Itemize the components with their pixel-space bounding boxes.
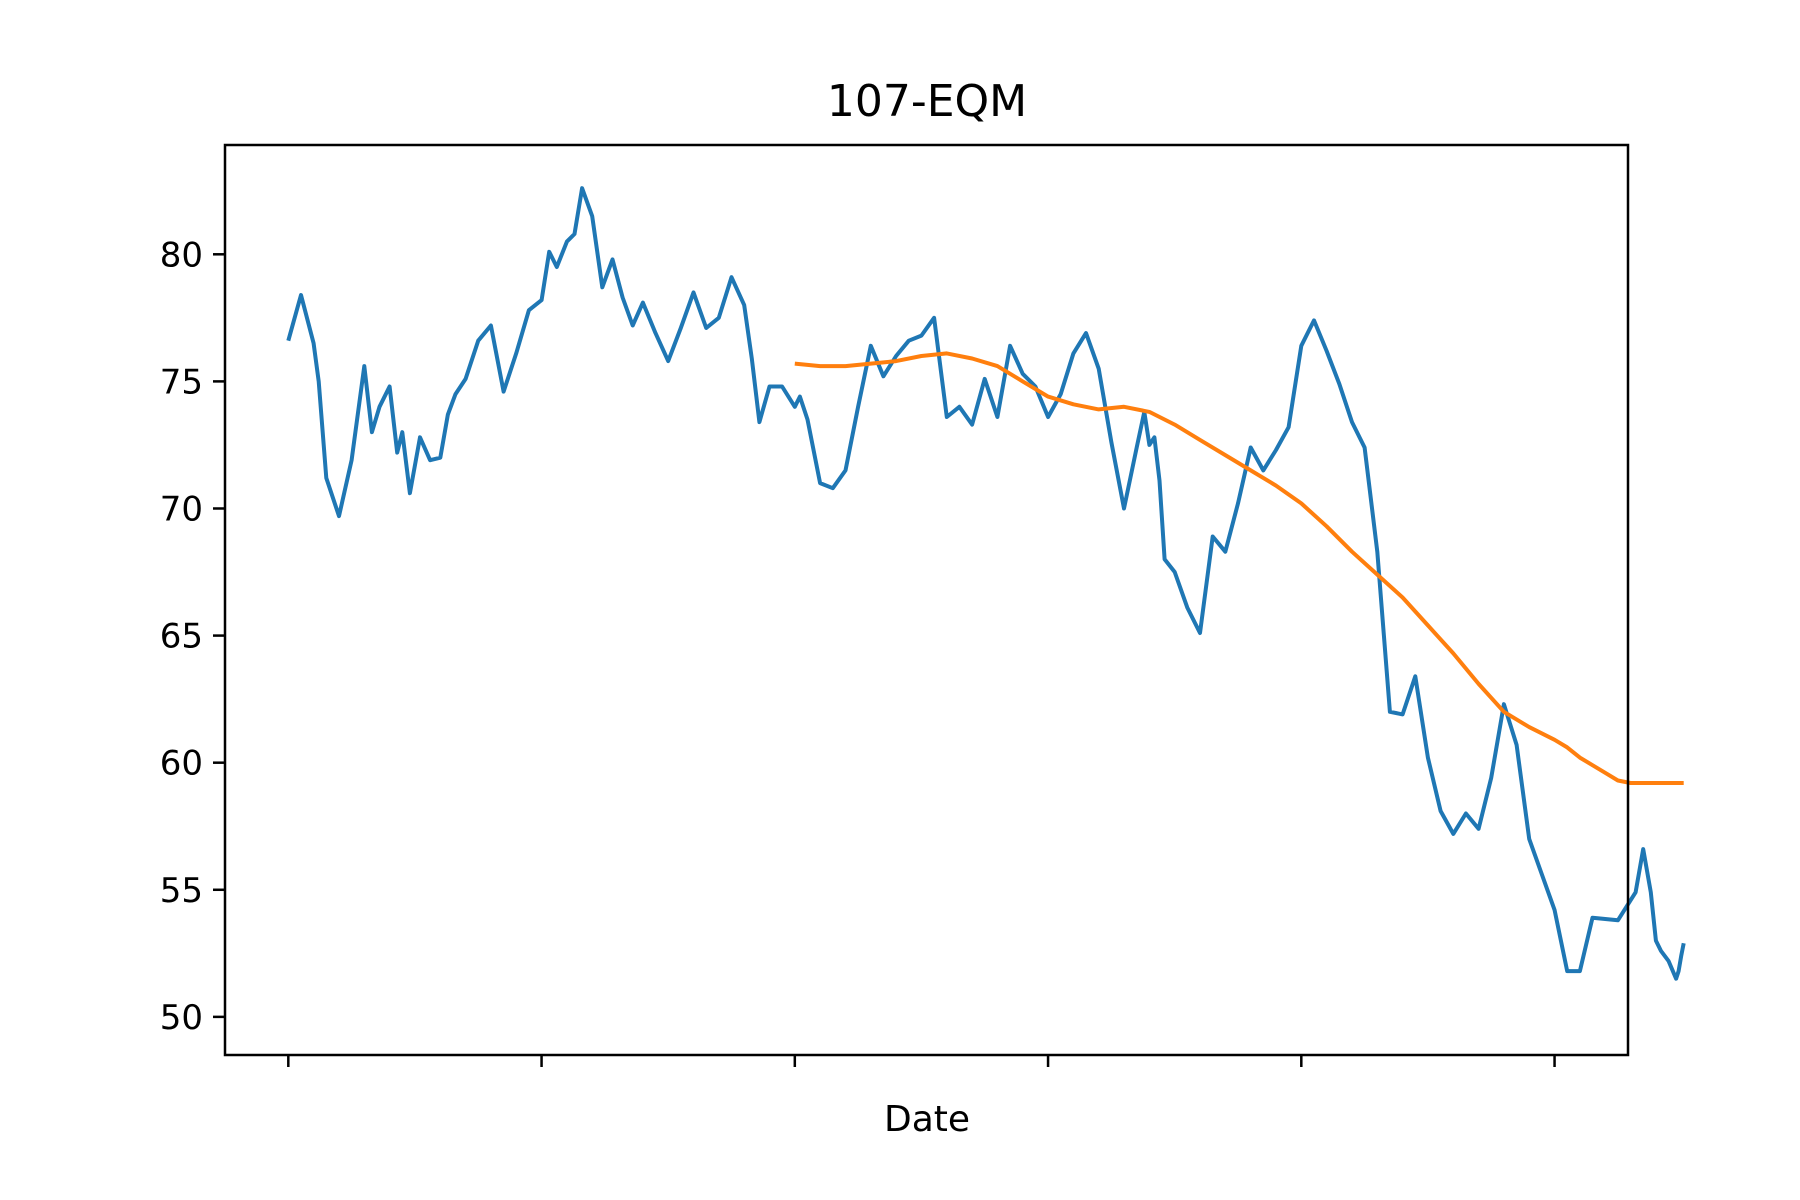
- y-tick-label: 70: [160, 489, 203, 529]
- y-tick-label: 75: [160, 362, 203, 402]
- plot-area: [286, 186, 1686, 981]
- y-tick-label: 55: [160, 871, 203, 911]
- plot-frame: [223, 143, 1630, 1057]
- x-axis-label: Date: [884, 1099, 970, 1140]
- y-axis: 50 55 60 65 70 75 80: [160, 235, 225, 1038]
- y-tick-label: 50: [160, 998, 203, 1038]
- y-tick-label: 80: [160, 235, 203, 275]
- series-line-2: [794, 351, 1684, 785]
- y-tick-label: 60: [160, 744, 203, 784]
- series-line-1: [286, 186, 1686, 981]
- y-tick-label: 65: [160, 617, 203, 657]
- chart-title: 107-EQM: [827, 76, 1027, 127]
- x-axis: [287, 1055, 1556, 1067]
